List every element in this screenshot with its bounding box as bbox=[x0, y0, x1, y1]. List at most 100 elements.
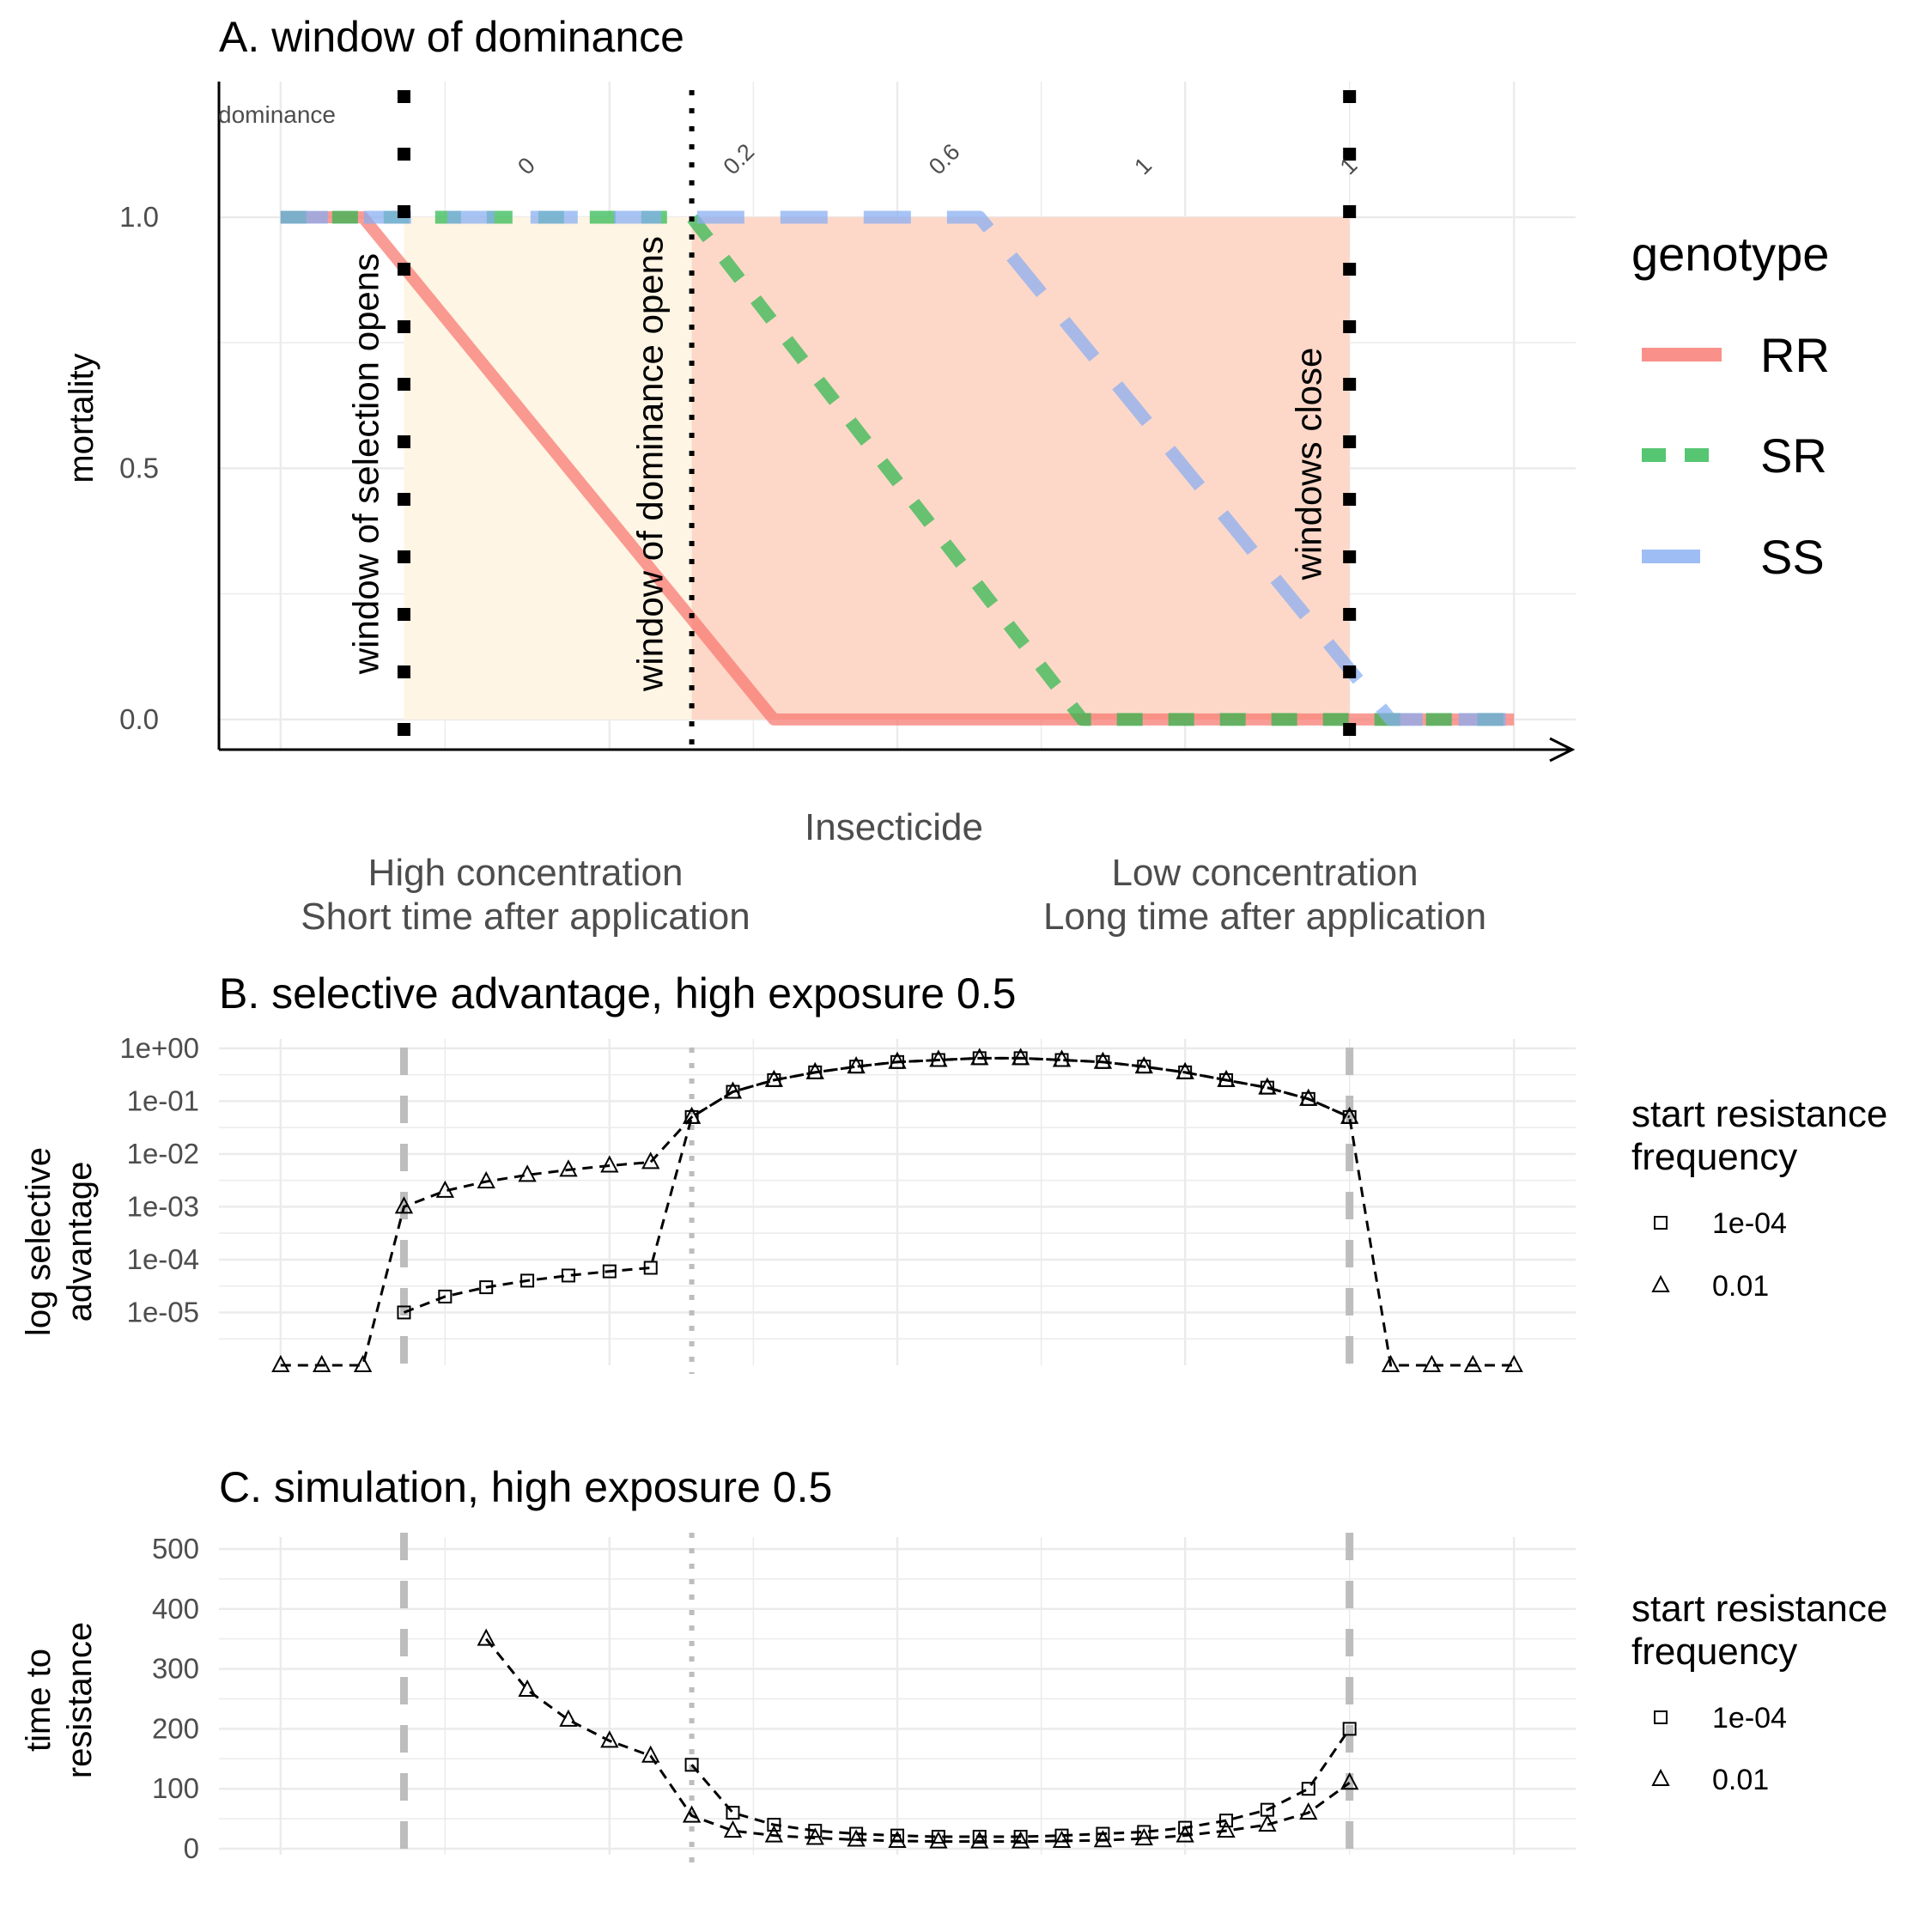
panel-a-axes bbox=[217, 82, 1576, 762]
point-0.01 bbox=[1340, 1772, 1359, 1790]
ytick-label: 1e-03 bbox=[127, 1190, 199, 1222]
x-right-label-line2: Long time after application bbox=[1043, 896, 1486, 938]
point-0.01 bbox=[682, 1805, 702, 1823]
x-left-label-line1: High concentration bbox=[368, 852, 683, 894]
dominance-label: 0 bbox=[513, 152, 540, 179]
point-0.01 bbox=[1134, 1056, 1153, 1074]
legend-label-1e-04: 1e-04 bbox=[1712, 1207, 1787, 1240]
point-0.01 bbox=[1093, 1830, 1113, 1848]
point-0.01 bbox=[477, 1628, 495, 1646]
point-0.01 bbox=[1381, 1354, 1400, 1372]
point-0.01 bbox=[1299, 1801, 1318, 1820]
point-0.01 bbox=[559, 1159, 578, 1177]
point-0.01 bbox=[1422, 1354, 1442, 1372]
panel-b: B. selective advantage, high exposure 0.… bbox=[20, 969, 1887, 1374]
point-0.01 bbox=[1504, 1354, 1523, 1372]
legend-title-genotype: genotype bbox=[1631, 227, 1829, 281]
window-annotation-2: window of dominance opens bbox=[630, 236, 671, 692]
legend-key-0.01 bbox=[1651, 1274, 1670, 1292]
point-1e-04 bbox=[438, 1289, 453, 1303]
panel-c-title: C. simulation, high exposure 0.5 bbox=[219, 1463, 832, 1511]
point-0.01 bbox=[888, 1830, 907, 1848]
panel-c-ytick-labels: 0 100 200 300 400 500 bbox=[152, 1533, 199, 1864]
panel-b-ylabel-line2: advantage bbox=[61, 1162, 99, 1322]
window-annotation-1: window of selection opens bbox=[345, 253, 386, 675]
legend-label-RR: RR bbox=[1760, 328, 1830, 382]
point-0.01 bbox=[847, 1829, 866, 1847]
point-1e-04 bbox=[1178, 1820, 1193, 1835]
point-0.01 bbox=[970, 1048, 989, 1066]
point-0.01 bbox=[600, 1730, 619, 1748]
point-0.01 bbox=[847, 1056, 866, 1074]
panel-c-window-lines bbox=[399, 1533, 1354, 1863]
panel-a-window-lines bbox=[397, 90, 1357, 750]
point-1e-04 bbox=[397, 1305, 411, 1320]
point-0.01 bbox=[1258, 1814, 1277, 1832]
panel-b-legend-title-line2: frequency bbox=[1631, 1136, 1797, 1178]
point-0.01 bbox=[518, 1679, 537, 1698]
panel-b-window-lines bbox=[399, 1048, 1354, 1374]
point-0.01 bbox=[1011, 1831, 1030, 1849]
point-1e-04 bbox=[520, 1273, 535, 1288]
point-1e-04 bbox=[931, 1830, 945, 1844]
point-0.01 bbox=[271, 1354, 290, 1372]
point-0.01 bbox=[929, 1831, 948, 1849]
point-0.01 bbox=[435, 1180, 454, 1198]
series-line-1e-04 bbox=[403, 1056, 1351, 1314]
series-line-1e-04 bbox=[690, 1728, 1351, 1838]
point-0.01 bbox=[1052, 1830, 1072, 1848]
point-1e-04 bbox=[849, 1826, 864, 1841]
window-annotation-3: windows close bbox=[1289, 348, 1329, 581]
legend-key-0.01 bbox=[1651, 1768, 1670, 1786]
ytick-label: 1e+00 bbox=[119, 1032, 199, 1064]
legend-label-0.01: 0.01 bbox=[1712, 1764, 1769, 1796]
point-1e-04 bbox=[1219, 1814, 1234, 1828]
point-0.01 bbox=[1217, 1069, 1236, 1087]
panel-c-legend: start resistance frequency 1e-04 0.01 bbox=[1631, 1588, 1887, 1796]
point-1e-04 bbox=[561, 1268, 575, 1283]
point-0.01 bbox=[805, 1827, 824, 1845]
x-axis-arrow bbox=[1549, 737, 1576, 762]
panel-b-ylabel-line1: log selective bbox=[20, 1147, 58, 1336]
series-line-0.01 bbox=[485, 1637, 1351, 1844]
ytick-label: 1.0 bbox=[119, 201, 159, 233]
panel-a-xlabel: Insecticide bbox=[805, 806, 983, 848]
point-0.01 bbox=[641, 1745, 660, 1763]
panel-c: C. simulation, high exposure 0.5 0 100 200… bbox=[20, 1463, 1887, 1864]
panel-b-grid bbox=[219, 1039, 1576, 1365]
point-1e-04 bbox=[767, 1818, 781, 1832]
point-0.01 bbox=[764, 1825, 784, 1843]
point-1e-04 bbox=[643, 1261, 658, 1275]
ytick-label: 500 bbox=[152, 1533, 199, 1564]
point-1e-04 bbox=[479, 1280, 494, 1295]
ytick-label: 0 bbox=[184, 1832, 199, 1864]
point-0.01 bbox=[1176, 1825, 1194, 1843]
point-0.01 bbox=[682, 1106, 702, 1124]
point-0.01 bbox=[970, 1831, 989, 1849]
point-1e-04 bbox=[1342, 1722, 1357, 1736]
x-left-label-line2: Short time after application bbox=[301, 896, 750, 938]
panel-b-legend-title-line1: start resistance bbox=[1631, 1093, 1887, 1135]
panel-b-title: B. selective advantage, high exposure 0.… bbox=[219, 969, 1016, 1018]
point-0.01 bbox=[1011, 1048, 1030, 1066]
legend-label-1e-04: 1e-04 bbox=[1712, 1702, 1787, 1735]
point-0.01 bbox=[1093, 1051, 1113, 1069]
point-0.01 bbox=[888, 1051, 907, 1069]
legend-label-0.01: 0.01 bbox=[1712, 1270, 1769, 1303]
dominance-label: 0.6 bbox=[924, 138, 965, 179]
ytick-label: 100 bbox=[152, 1772, 199, 1804]
point-0.01 bbox=[1340, 1106, 1359, 1124]
point-0.01 bbox=[477, 1170, 495, 1189]
panel-c-ylabel-line2: resistance bbox=[61, 1622, 99, 1778]
panel-b-series bbox=[271, 1048, 1523, 1372]
point-1e-04 bbox=[602, 1264, 617, 1279]
x-right-label-line1: Low concentration bbox=[1111, 852, 1418, 894]
series-line-SR bbox=[280, 210, 1515, 726]
point-0.01 bbox=[1052, 1049, 1072, 1067]
point-0.01 bbox=[1258, 1077, 1277, 1095]
panel-b-legend: start resistance frequency 1e-04 0.01 bbox=[1631, 1093, 1887, 1303]
panel-a-legend: genotype RR SR SS bbox=[1631, 227, 1830, 584]
point-1e-04 bbox=[1301, 1782, 1315, 1796]
ytick-label: 0.0 bbox=[119, 703, 159, 735]
